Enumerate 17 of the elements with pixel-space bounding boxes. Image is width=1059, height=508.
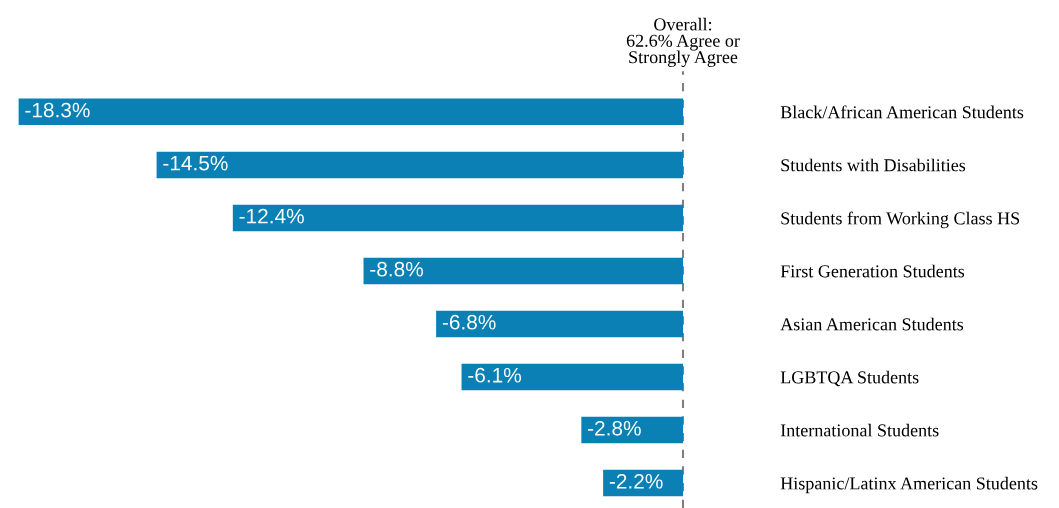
y-tick-label: Asian American Students xyxy=(780,317,964,331)
y-tick-label: Hispanic/Latinx American Students xyxy=(780,476,1038,494)
data-label: -2.8% xyxy=(588,420,641,436)
data-label: -6.1% xyxy=(468,367,522,383)
text: Overall: 62.6% Agree or Strongly Agree xyxy=(626,17,740,67)
y-tick-label: Black/African American Students xyxy=(780,105,1024,119)
y-tick-label: International Students xyxy=(780,423,939,437)
data-label: -6.8% xyxy=(442,314,496,330)
data-label: -8.8% xyxy=(370,261,423,277)
y-tick-label: First Generation Students xyxy=(780,264,965,278)
data-label: -14.5% xyxy=(163,155,228,171)
data-label: -12.4% xyxy=(239,208,304,224)
data-label: -18.3% xyxy=(25,102,90,118)
y-tick-label: Students from Working Class HS xyxy=(781,211,1020,229)
y-tick-label: LGBTQA Students xyxy=(780,370,919,387)
data-label: -2.2% xyxy=(609,473,663,489)
y-tick-label: Students with Disabilities xyxy=(781,158,966,172)
